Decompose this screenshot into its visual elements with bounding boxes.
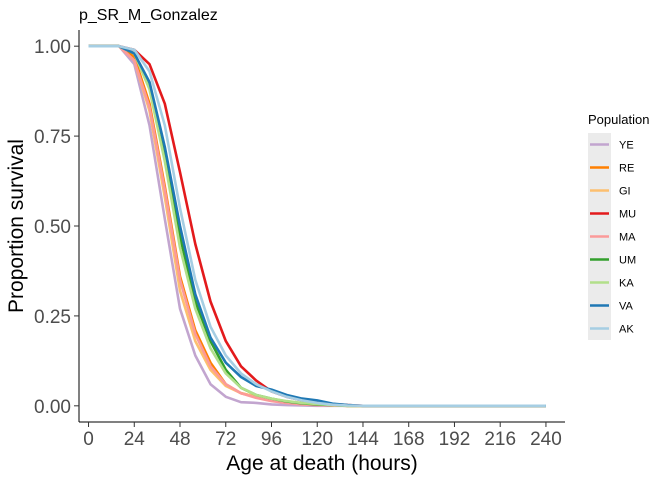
x-tick-label: 72	[215, 429, 236, 450]
y-axis-label: Proportion survival	[5, 139, 28, 313]
legend-label-ka: KA	[619, 278, 634, 290]
x-tick-label: 0	[83, 429, 94, 450]
series-line-ak	[88, 44, 546, 408]
y-axis-ticks: 0.00 0.25 0.50 0.75 1.00	[34, 37, 79, 418]
x-tick-label: 96	[261, 429, 282, 450]
y-tick-label: 0.25	[34, 307, 71, 328]
x-tick-label: 48	[169, 429, 190, 450]
legend-label-um: UM	[619, 255, 636, 267]
x-tick-label: 168	[393, 429, 425, 450]
plot-area	[88, 44, 546, 408]
x-tick-label: 192	[439, 429, 471, 450]
y-tick-label: 0.00	[34, 397, 71, 418]
legend-label-ak: AK	[619, 324, 634, 336]
legend-title: Population	[588, 112, 649, 127]
y-tick-label: 0.75	[34, 127, 71, 148]
legend-label-mu: MU	[619, 209, 636, 221]
x-axis-label: Age at death (hours)	[226, 452, 417, 475]
x-axis-ticks: 0 24 48 72 96 120 144 168 192 216 240	[83, 422, 562, 450]
legend-label-ma: MA	[619, 232, 636, 244]
legend-label-va: VA	[619, 301, 634, 313]
x-tick-label: 240	[530, 429, 562, 450]
legend-label-ye: YE	[619, 140, 634, 152]
x-tick-label: 144	[347, 429, 379, 450]
x-tick-label: 120	[301, 429, 333, 450]
legend-items: YE RE GI MU MA UM KA VA AK	[590, 140, 636, 336]
y-tick-label: 0.50	[34, 217, 71, 238]
legend-label-gi: GI	[619, 186, 631, 198]
x-tick-label: 24	[124, 429, 146, 450]
legend: Population YE RE GI MU MA UM KA VA AK	[588, 112, 649, 340]
chart-title: p_SR_M_Gonzalez	[79, 7, 218, 24]
y-tick-label: 1.00	[34, 37, 71, 58]
x-tick-label: 216	[484, 429, 516, 450]
legend-label-re: RE	[619, 163, 634, 175]
